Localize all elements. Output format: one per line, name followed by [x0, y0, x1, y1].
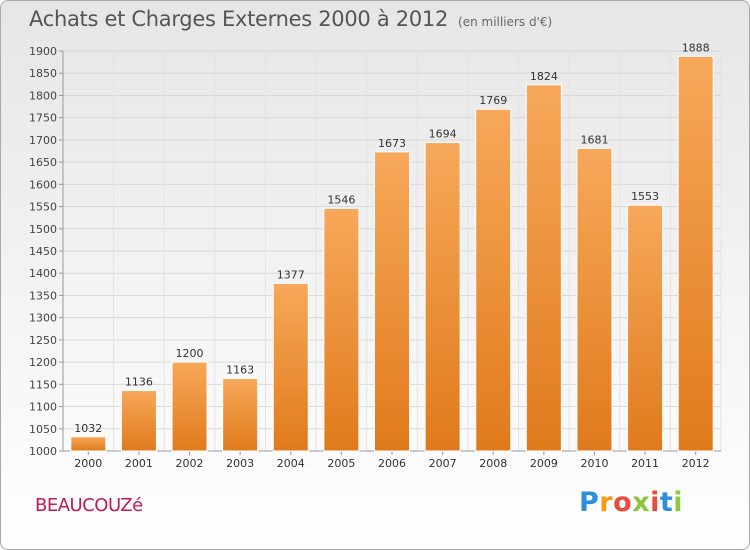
logo-letter: r	[599, 487, 614, 518]
y-tick-label: 1700	[29, 134, 57, 147]
value-label-2012: 1888	[682, 41, 710, 54]
x-tick-label-2003: 2003	[226, 457, 254, 470]
bar-2002	[171, 361, 208, 452]
x-tick-label-2011: 2011	[631, 457, 659, 470]
logo-letter: x	[632, 487, 651, 518]
x-tick-label-2009: 2009	[530, 457, 558, 470]
title-text: Achats et Charges Externes 2000 à 2012	[29, 7, 449, 31]
logo-letter: t	[659, 487, 674, 518]
x-tick-label-2012: 2012	[682, 457, 710, 470]
bar-2011	[627, 204, 664, 452]
bar-2004	[272, 282, 309, 452]
y-tick-label: 1800	[29, 89, 57, 102]
tick-labels: 1000 1050 1100 1150 1200 1250 1300 1350 1400 1450…	[29, 45, 710, 470]
bar-2007	[424, 142, 461, 452]
y-tick-label: 1050	[29, 423, 57, 436]
y-tick-label: 1250	[29, 334, 57, 347]
value-label-2005: 1546	[327, 193, 355, 206]
proxiti-logo: Proxiti	[579, 487, 683, 518]
value-label-2003: 1163	[226, 364, 254, 377]
value-label-2002: 1200	[176, 347, 204, 360]
y-tick-label: 1450	[29, 245, 57, 258]
x-tick-label-2005: 2005	[327, 457, 355, 470]
value-label-2006: 1673	[378, 137, 406, 150]
x-tick-label-2010: 2010	[580, 457, 608, 470]
bar-2003	[222, 378, 259, 452]
bar-2009	[525, 84, 562, 452]
y-tick-label: 1900	[29, 45, 57, 58]
value-labels: 1032 1136 1200 1163 1377 1546 1673 1694 1769 1824…	[74, 41, 709, 434]
bar-2006	[374, 151, 410, 452]
y-tick-label: 1350	[29, 289, 57, 302]
value-label-2011: 1553	[631, 190, 659, 203]
value-label-2010: 1681	[580, 133, 608, 146]
chart-subtitle: (en milliers d'€)	[458, 15, 553, 29]
y-tick-label: 1000	[29, 445, 57, 458]
y-tick-label: 1150	[29, 378, 57, 391]
value-label-2000: 1032	[74, 422, 102, 435]
y-tick-label: 1400	[29, 267, 57, 280]
chart-title: Achats et Charges Externes 2000 à 2012 (e…	[29, 7, 552, 31]
logo-letter: i	[673, 487, 684, 518]
value-label-2001: 1136	[125, 376, 153, 389]
bars	[70, 55, 714, 452]
y-tick-label: 1200	[29, 356, 57, 369]
y-tick-label: 1750	[29, 112, 57, 125]
bar-2012	[677, 55, 714, 452]
bar-2005	[323, 207, 360, 452]
x-tick-label-2006: 2006	[378, 457, 406, 470]
y-tick-label: 1550	[29, 201, 57, 214]
y-tick-label: 1850	[29, 67, 57, 80]
logo-letter: o	[613, 487, 633, 518]
x-tick-label-2007: 2007	[429, 457, 457, 470]
y-tick-label: 1600	[29, 178, 57, 191]
bar-2001	[120, 390, 157, 452]
x-tick-label-2000: 2000	[74, 457, 102, 470]
y-tick-label: 1650	[29, 156, 57, 169]
x-tick-label-2008: 2008	[479, 457, 507, 470]
value-label-2008: 1769	[479, 94, 507, 107]
y-tick-label: 1100	[29, 401, 57, 414]
logo-letter: P	[579, 487, 600, 518]
value-label-2007: 1694	[429, 128, 457, 141]
x-tick-label-2001: 2001	[125, 457, 153, 470]
bar-2000	[70, 436, 107, 452]
bar-2010	[576, 147, 613, 452]
bar-2008	[475, 108, 512, 452]
x-tick-label-2002: 2002	[176, 457, 204, 470]
town-name: BEAUCOUZé	[35, 495, 143, 516]
value-label-2004: 1377	[277, 268, 305, 281]
y-tick-label: 1500	[29, 223, 57, 236]
value-label-2009: 1824	[530, 70, 558, 83]
y-tick-label: 1300	[29, 312, 57, 325]
logo-letter: i	[650, 487, 660, 518]
x-tick-label-2004: 2004	[277, 457, 305, 470]
